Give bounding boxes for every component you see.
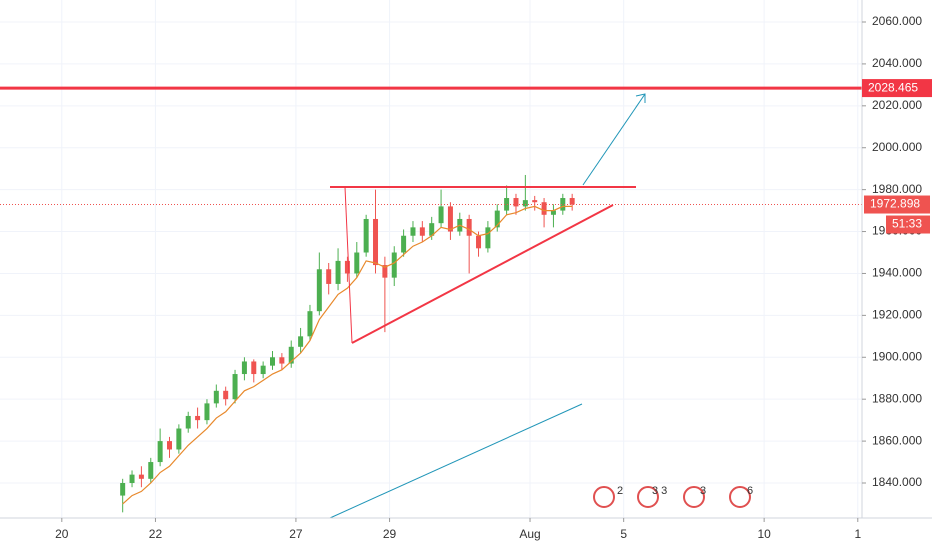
candle-body	[204, 403, 210, 421]
x-tick-label: Aug	[519, 527, 540, 541]
x-tick-label: 22	[149, 527, 163, 541]
event-count: 3 3	[652, 485, 667, 497]
candle-body	[223, 390, 229, 400]
candle-body	[279, 357, 285, 364]
triangle-side	[344, 186, 353, 344]
candle-body	[288, 346, 294, 364]
event-circle	[683, 486, 705, 508]
candle-body	[316, 269, 322, 312]
candle-body	[213, 390, 219, 404]
x-tick-label: 20	[55, 527, 69, 541]
last-price-label: 1972.898	[870, 197, 920, 211]
triangle-bottom	[351, 204, 614, 344]
candle-body	[138, 474, 144, 479]
candle-body	[419, 227, 425, 236]
candle-body	[176, 428, 182, 450]
candle-body	[129, 474, 135, 484]
x-tick-label: 10	[757, 527, 771, 541]
candle-body	[373, 218, 379, 266]
candle-body	[560, 198, 566, 211]
event-icon[interactable]: 6	[729, 485, 753, 508]
candle-body	[260, 365, 266, 375]
candle-body	[447, 206, 453, 232]
candle-body	[195, 415, 201, 421]
x-tick-label: 29	[383, 527, 397, 541]
countdown: 51:33	[892, 217, 922, 231]
event-circle	[593, 486, 615, 508]
candle-body	[148, 462, 154, 479]
candle-body	[410, 227, 416, 236]
event-count: 3	[700, 485, 706, 497]
candle-body	[354, 252, 360, 274]
level-label: 2028.465	[868, 80, 918, 94]
arrow-head	[635, 93, 646, 103]
candle-body	[166, 441, 172, 450]
candle-body	[157, 441, 163, 463]
candle-body	[504, 198, 510, 211]
candle-body	[494, 210, 500, 228]
candle-body	[298, 336, 304, 347]
y-tick-label: 2060.000	[872, 14, 922, 28]
trend-line	[329, 403, 583, 519]
candle-body	[532, 200, 538, 203]
candle-body	[335, 260, 341, 284]
last-price-box	[864, 195, 930, 214]
y-tick-label: 2020.000	[872, 98, 922, 112]
event-icon[interactable]: 3 3	[637, 485, 667, 508]
x-tick-label: 27	[289, 527, 303, 541]
candle-body	[344, 260, 350, 274]
event-icon[interactable]: 3	[683, 485, 706, 508]
y-tick-label: 1900.000	[872, 349, 922, 363]
event-icon[interactable]: 2	[593, 485, 623, 508]
candle-body	[307, 311, 313, 337]
candle-body	[541, 202, 547, 215]
candle-body	[438, 206, 444, 224]
arrow	[582, 93, 646, 186]
candle-body	[120, 483, 126, 496]
candle-body	[363, 218, 369, 253]
event-circle	[729, 486, 751, 508]
candle-body	[326, 269, 332, 284]
candle-body	[522, 200, 528, 207]
candle-body	[241, 361, 247, 375]
y-tick-label: 1980.000	[872, 182, 922, 196]
candle-body	[391, 252, 397, 278]
axes: 1840.000 1860.000 1880.000 1900.000 1920.000…	[55, 14, 932, 541]
y-tick-label: 1880.000	[872, 391, 922, 405]
candle-body	[429, 223, 435, 236]
y-tick-label: 1840.000	[872, 475, 922, 489]
grid	[0, 0, 862, 518]
candle-body	[185, 415, 191, 429]
moving-average	[122, 205, 573, 505]
y-tick-label: 1920.000	[872, 308, 922, 322]
candle-body	[270, 357, 276, 366]
candle-body	[466, 218, 472, 236]
drawings	[329, 93, 646, 519]
candle-body	[382, 265, 388, 278]
y-tick-label: 2000.000	[872, 140, 922, 154]
event-circle	[637, 486, 659, 508]
event-count: 2	[617, 485, 623, 497]
marks	[0, 86, 862, 513]
y-tick-label: 1860.000	[872, 433, 922, 447]
y-tick-label: 1940.000	[872, 266, 922, 280]
candle-body	[513, 198, 519, 207]
event-count: 6	[747, 485, 753, 497]
y-tick-label: 2040.000	[872, 56, 922, 70]
candle-body	[569, 198, 575, 205]
candle-body	[550, 210, 556, 215]
events: 2 3 3 3 6	[593, 485, 753, 508]
countdown-box	[886, 215, 930, 234]
candle-body	[232, 374, 238, 400]
level-label-box	[862, 79, 932, 98]
candle-body	[251, 361, 257, 375]
x-tick-label: 5	[620, 527, 627, 541]
x-tick-label: 1	[854, 527, 861, 541]
candle-body	[476, 235, 482, 249]
candle-body	[401, 235, 407, 253]
candle-body	[485, 227, 491, 249]
